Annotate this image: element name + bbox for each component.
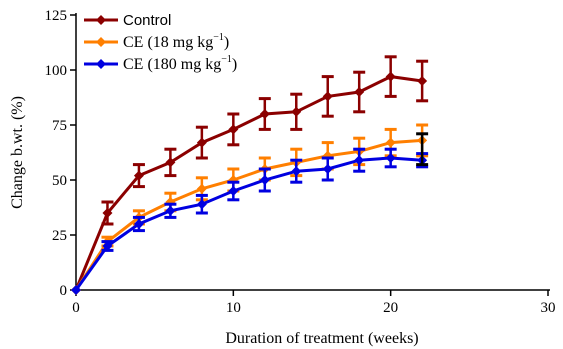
x-axis-label: Duration of treatment (weeks) bbox=[225, 330, 418, 347]
data-point bbox=[196, 137, 207, 148]
data-point bbox=[354, 155, 365, 166]
data-point bbox=[165, 157, 176, 168]
data-point bbox=[133, 219, 144, 229]
y-axis-label: Change b.wt. (%) bbox=[9, 96, 26, 209]
series-line bbox=[74, 156, 423, 291]
data-point bbox=[322, 164, 333, 174]
legend-label: Control bbox=[123, 12, 171, 29]
data-point bbox=[354, 87, 365, 97]
data-point bbox=[259, 175, 270, 185]
data-point bbox=[228, 186, 239, 196]
data-point bbox=[385, 71, 396, 82]
y-tick-label: 25 bbox=[52, 228, 67, 244]
data-point bbox=[259, 109, 270, 119]
data-point bbox=[71, 285, 81, 295]
data-point bbox=[291, 166, 302, 177]
data-point bbox=[385, 153, 396, 163]
legend-item-2: CE (180 mg kg−1) bbox=[84, 54, 237, 73]
axes: 0 25 50 75 100 125 0 10 20 30 bbox=[45, 8, 556, 316]
series-line bbox=[74, 138, 423, 291]
extra-error-bar bbox=[416, 132, 429, 167]
x-tick-label: 10 bbox=[226, 300, 241, 316]
data-point bbox=[133, 170, 144, 181]
data-point bbox=[322, 91, 333, 102]
data-point bbox=[196, 199, 207, 210]
series-layer bbox=[71, 55, 429, 295]
y-tick-label: 0 bbox=[60, 283, 68, 299]
data-point bbox=[196, 183, 207, 194]
y-tick-label: 100 bbox=[45, 63, 68, 79]
legend-item-0: Control bbox=[84, 12, 171, 29]
series-1 bbox=[71, 123, 429, 295]
x-tick-label: 0 bbox=[72, 300, 80, 316]
data-point bbox=[102, 208, 113, 218]
data-point bbox=[385, 137, 396, 148]
data-point bbox=[165, 205, 176, 216]
legend-swatch-marker bbox=[96, 59, 106, 69]
y-tick-label: 125 bbox=[45, 8, 68, 24]
legend-label: CE (180 mg kg−1) bbox=[123, 54, 237, 73]
x-tick-label: 20 bbox=[383, 300, 398, 316]
data-point bbox=[102, 241, 113, 251]
data-point bbox=[417, 76, 428, 86]
x-tick-label: 30 bbox=[541, 300, 556, 316]
y-tick-label: 50 bbox=[52, 173, 67, 189]
legend-swatch-marker bbox=[96, 15, 106, 25]
legend-item-1: CE (18 mg kg−1) bbox=[84, 32, 229, 51]
legend-swatch-marker bbox=[96, 37, 106, 47]
y-tick-label: 75 bbox=[52, 118, 67, 134]
data-point bbox=[291, 106, 302, 117]
series-line bbox=[74, 75, 423, 291]
data-point bbox=[228, 124, 239, 135]
series-2 bbox=[71, 147, 429, 295]
legend: Control CE (18 mg kg−1) CE (180 mg kg−1) bbox=[84, 12, 237, 73]
legend-label: CE (18 mg kg−1) bbox=[123, 32, 229, 51]
